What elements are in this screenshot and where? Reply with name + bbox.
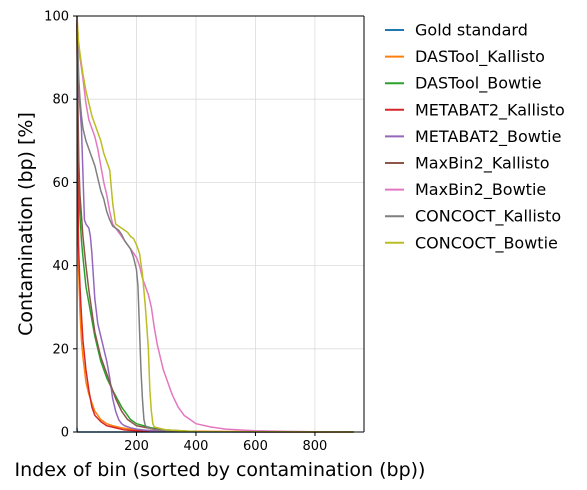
y-tick-label-0: 0 [61, 426, 69, 441]
y-tick-label-4: 80 [52, 93, 69, 108]
legend-label-2: DASTool_Bowtie [415, 74, 542, 94]
y-axis-label: Contamination (bp) [%] [15, 112, 37, 336]
series-line-6 [76, 15, 354, 433]
y-tick-label-3: 60 [52, 176, 69, 191]
legend-label-3: METABAT2_Kallisto [415, 100, 565, 120]
legend: Gold standard DASTool_Kallisto DASTool_Bow… [385, 21, 565, 253]
axes [76, 15, 365, 433]
series-line-2 [76, 24, 354, 433]
series-line-3 [76, 20, 354, 433]
y-tick-label-1: 20 [52, 342, 69, 357]
x-tick-label-1: 400 [184, 439, 209, 454]
x-tick-label-2: 600 [243, 439, 268, 454]
series-line-5 [76, 20, 354, 433]
legend-label-1: DASTool_Kallisto [415, 47, 545, 67]
x-tick-label-3: 800 [303, 439, 328, 454]
legend-label-5: MaxBin2_Kallisto [415, 154, 550, 174]
series-line-7 [76, 15, 354, 433]
x-axis-label: Index of bin (sorted by contamination (b… [15, 459, 426, 481]
y-tick-label-5: 100 [44, 10, 69, 25]
legend-label-0: Gold standard [415, 21, 528, 40]
x-tick-label-0: 200 [124, 439, 149, 454]
series-line-8 [76, 15, 354, 433]
series-line-1 [76, 24, 354, 433]
legend-label-6: MaxBin2_Bowtie [415, 180, 546, 200]
series-line-4 [76, 15, 354, 433]
ticks: 200 400 600 800 0 20 40 60 80 100 [44, 10, 327, 455]
gridlines [77, 16, 364, 432]
legend-label-8: CONCOCT_Bowtie [415, 233, 558, 253]
series-lines [76, 15, 354, 433]
legend-label-4: METABAT2_Bowtie [415, 127, 561, 147]
legend-label-7: CONCOCT_Kallisto [415, 207, 561, 227]
y-tick-label-2: 40 [52, 259, 69, 274]
